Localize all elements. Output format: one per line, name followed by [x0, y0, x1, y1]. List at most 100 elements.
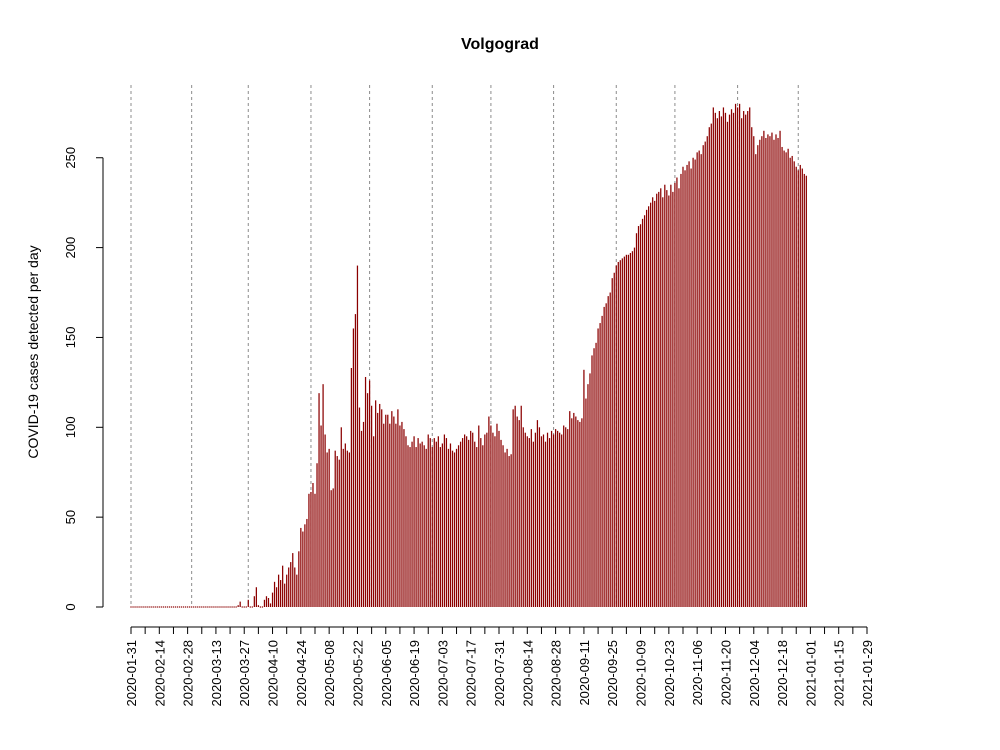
bar	[370, 405, 373, 607]
bar	[138, 606, 140, 608]
bar	[308, 493, 310, 607]
bar	[142, 606, 144, 608]
bar	[294, 567, 296, 607]
bar	[324, 434, 326, 607]
bar	[415, 447, 417, 607]
bar	[464, 434, 466, 607]
bar	[241, 606, 243, 608]
bar	[134, 606, 136, 608]
bar	[381, 409, 383, 607]
bar	[189, 606, 191, 608]
bar	[373, 436, 375, 607]
bar	[565, 427, 567, 607]
bar	[542, 434, 545, 607]
bar	[413, 436, 415, 607]
bar	[225, 606, 227, 608]
bar	[352, 328, 355, 607]
bar	[637, 226, 640, 608]
bar	[178, 606, 181, 608]
bar	[342, 448, 344, 607]
bar	[364, 376, 367, 607]
bar	[633, 247, 636, 607]
bar	[704, 141, 706, 607]
bar	[340, 427, 342, 607]
bar	[447, 448, 450, 607]
bar	[346, 450, 348, 607]
bar	[257, 605, 260, 607]
x-tick-label: 2020-02-14	[152, 640, 167, 707]
bar	[609, 292, 611, 607]
bar	[441, 443, 444, 607]
bar	[658, 191, 660, 607]
bar	[235, 606, 237, 608]
bar	[522, 427, 524, 607]
bar	[652, 197, 654, 607]
bar	[641, 218, 644, 607]
bar	[734, 103, 737, 607]
bar	[690, 168, 692, 607]
bar	[304, 524, 306, 607]
bar	[237, 605, 239, 607]
bar	[136, 606, 138, 608]
chart-title: Volgograd	[461, 36, 539, 53]
x-tick-label: 2020-12-18	[775, 640, 790, 707]
bar	[431, 447, 433, 607]
bar	[563, 425, 565, 607]
bar	[445, 438, 448, 607]
bar	[710, 123, 712, 608]
bar	[411, 441, 413, 607]
bar	[654, 200, 656, 607]
bar	[211, 606, 213, 608]
bar	[666, 190, 668, 607]
bar	[191, 606, 193, 608]
bar	[496, 423, 498, 607]
bar	[593, 348, 595, 607]
y-tick-label: 100	[63, 416, 78, 438]
bar	[561, 434, 563, 607]
bar	[286, 574, 288, 607]
bar	[516, 416, 518, 607]
bar	[379, 403, 381, 607]
bar	[676, 177, 678, 607]
bar	[795, 166, 797, 608]
bar	[419, 443, 421, 607]
bar	[312, 483, 314, 607]
bar	[662, 197, 664, 607]
bar	[193, 606, 195, 608]
bar	[702, 145, 704, 608]
bar	[290, 562, 292, 607]
bar	[427, 434, 429, 607]
bar	[775, 134, 777, 607]
bar	[781, 146, 783, 607]
bar	[680, 173, 682, 608]
bar	[728, 114, 731, 608]
y-axis: 0 50 100 150 200 250	[63, 147, 104, 611]
bar	[433, 438, 435, 607]
bar	[273, 581, 276, 607]
bar	[694, 159, 696, 608]
bar	[488, 416, 490, 607]
bar	[437, 436, 439, 607]
bar	[672, 191, 674, 607]
y-tick-label: 250	[63, 147, 78, 169]
bar	[688, 161, 690, 607]
bar	[306, 518, 308, 607]
bar	[407, 445, 409, 607]
bar	[455, 448, 458, 607]
bar	[453, 452, 456, 607]
bar	[366, 393, 369, 607]
bar	[745, 114, 747, 608]
bar	[747, 111, 749, 607]
bar	[698, 150, 700, 607]
bar	[482, 445, 484, 607]
bar	[148, 606, 150, 608]
bar	[336, 456, 338, 607]
bar	[288, 567, 290, 607]
bar	[512, 409, 514, 607]
bar	[520, 405, 522, 607]
bar	[344, 443, 346, 607]
x-tick-label: 2020-03-27	[237, 640, 252, 707]
bar	[714, 112, 716, 607]
bar	[302, 531, 304, 607]
